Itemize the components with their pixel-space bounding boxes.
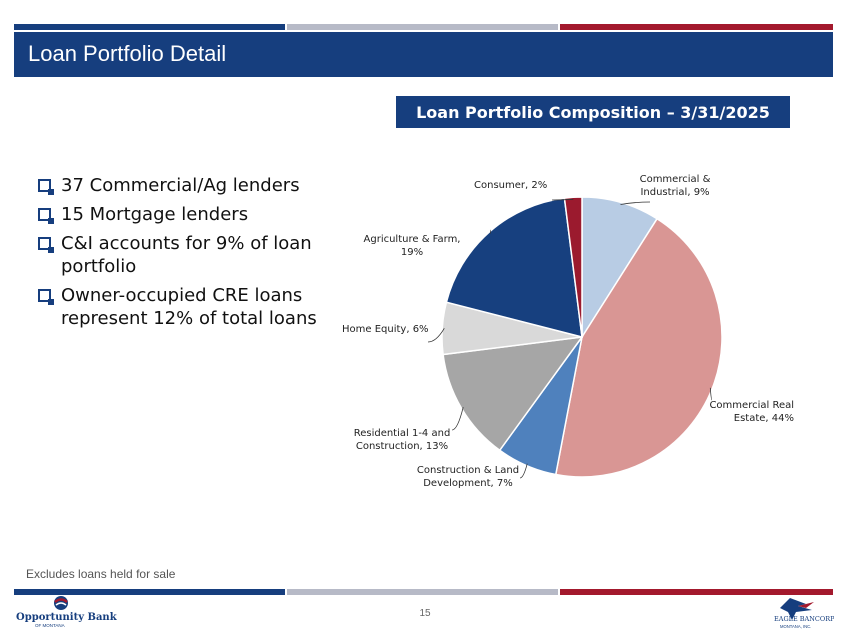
pie-slice <box>554 217 723 478</box>
opportunity-bank-logo: Opportunity Bank OF MONTANA <box>16 596 118 628</box>
footnote: Excludes loans held for sale <box>26 567 176 581</box>
chart-title: Loan Portfolio Composition – 3/31/2025 <box>396 96 790 128</box>
top-stripe-red <box>560 24 833 30</box>
title-bar: Loan Portfolio Detail <box>14 32 833 77</box>
logo-right-sub: MONTANA, INC. <box>780 624 811 629</box>
checkbox-bullet-icon <box>38 289 54 305</box>
top-stripe-gray <box>287 24 558 30</box>
page-title: Loan Portfolio Detail <box>28 41 227 66</box>
pie-leader-line <box>620 201 651 205</box>
pie-slice-label: Consumer, 2% <box>474 180 547 191</box>
pie-leader-line <box>427 328 445 343</box>
pie-leader-line <box>551 198 574 201</box>
logo-right-name: EAGLE BANCORP <box>774 615 834 623</box>
bullet-list: 37 Commercial/Ag lenders 15 Mortgage len… <box>38 174 318 336</box>
pie-slice <box>445 197 583 339</box>
pie-slice-label: Commercial & Industrial, 9% <box>640 174 711 198</box>
pie-slice <box>563 196 583 338</box>
pie-slice <box>442 336 584 452</box>
pie-leader-line <box>709 387 713 401</box>
bullet-text: 15 Mortgage lenders <box>61 204 249 225</box>
logo-left-name: Opportunity Bank <box>16 612 118 623</box>
top-stripe-navy <box>14 24 285 30</box>
page-number: 15 <box>419 608 431 619</box>
logo-left-sub: OF MONTANA <box>35 623 65 628</box>
pie-slices <box>441 196 723 478</box>
checkbox-bullet-icon <box>38 237 54 253</box>
bottom-stripe-navy <box>14 589 285 595</box>
bullet-item: Owner-occupied CRE loans represent 12% o… <box>38 284 318 330</box>
pie-chart: Commercial & Industrial, 9% Commercial Rea… <box>342 174 794 489</box>
pie-leader-line <box>519 463 528 479</box>
bullet-text: C&I accounts for 9% of loan portfolio <box>61 233 312 277</box>
pie-slice <box>581 196 659 340</box>
bullet-item: 37 Commercial/Ag lenders <box>38 174 318 197</box>
bullet-item: C&I accounts for 9% of loan portfolio <box>38 232 318 278</box>
bullet-text: 37 Commercial/Ag lenders <box>61 175 300 196</box>
pie-slice-label: Agriculture & Farm, 19% <box>364 234 461 258</box>
checkbox-bullet-icon <box>38 179 54 195</box>
pie-slice-label: Residential 1-4 and Construction, 13% <box>354 428 451 452</box>
pie-slice-label: Commercial Real Estate, 44% <box>709 400 794 424</box>
pie-leader-line <box>451 407 464 431</box>
eagle-bancorp-logo: EAGLE BANCORP MONTANA, INC. <box>774 598 834 629</box>
pie-slice-label: Construction & Land Development, 7% <box>417 465 519 489</box>
eagle-icon <box>780 598 812 620</box>
bullet-item: 15 Mortgage lenders <box>38 203 318 226</box>
pie-leader-line <box>489 229 492 234</box>
checkbox-bullet-icon <box>38 208 54 224</box>
bottom-stripe-red <box>560 589 833 595</box>
bullet-text: Owner-occupied CRE loans represent 12% o… <box>61 285 317 329</box>
pie-labels: Commercial & Industrial, 9% Commercial Rea… <box>342 174 794 489</box>
pie-leader-lines <box>427 198 713 479</box>
pie-slice-label: Home Equity, 6% <box>342 324 429 335</box>
bottom-stripe-gray <box>287 589 558 595</box>
